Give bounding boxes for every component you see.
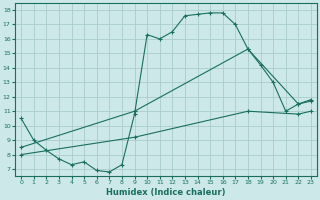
X-axis label: Humidex (Indice chaleur): Humidex (Indice chaleur) <box>106 188 226 197</box>
